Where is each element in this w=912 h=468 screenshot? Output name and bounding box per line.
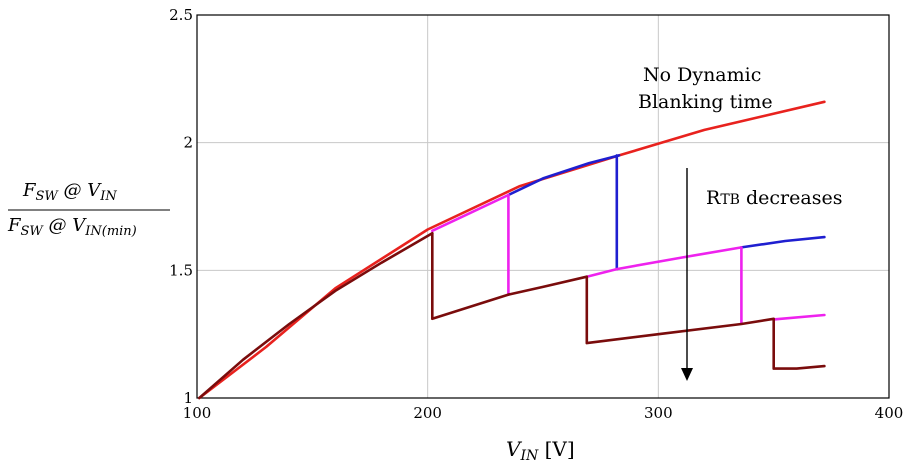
- x-tick-label: 300: [644, 404, 673, 422]
- rtb-arrow-head: [681, 368, 693, 381]
- x-tick-labels: 100 200 300 400: [183, 404, 904, 422]
- x-axis-label: VIN [V]: [506, 437, 575, 464]
- x-tick-label: 100: [183, 404, 212, 422]
- x-tick-label: 200: [413, 404, 442, 422]
- series-line-magenta: [772, 313, 826, 321]
- series-layer: [198, 100, 826, 400]
- y-tick-label: 1: [183, 389, 193, 407]
- y-tick-label: 2.5: [169, 6, 193, 24]
- series-line-magenta: [430, 193, 510, 233]
- series-line-magenta: [615, 246, 743, 271]
- y-tick-label: 2: [183, 134, 193, 152]
- series-line-maroon: [430, 232, 510, 321]
- rtb-sub: TB: [720, 192, 740, 208]
- annotation-no-dynamic-line2: Blanking time: [638, 91, 773, 113]
- plot-frame: [196, 14, 890, 399]
- y-label-denominator: FSW @ VIN(min): [7, 215, 137, 239]
- series-line-red: [198, 100, 826, 400]
- rtb-suffix: decreases: [740, 187, 843, 209]
- series-line-blue: [740, 235, 826, 249]
- x-tick-label: 400: [875, 404, 904, 422]
- y-tick-label: 1.5: [169, 261, 193, 279]
- rtb-r: R: [706, 187, 721, 209]
- series-line-maroon: [198, 232, 434, 400]
- y-label-numerator: FSW @ VIN: [22, 180, 117, 204]
- y-axis-label: FSW @ VIN FSW @ VIN(min): [7, 180, 170, 239]
- annotation-no-dynamic-line1: No Dynamic: [643, 64, 761, 86]
- series-line-blue: [507, 154, 621, 197]
- series-line-maroon: [585, 275, 826, 370]
- annotation-rtb-decreases: RTB decreases: [706, 187, 842, 209]
- series-line-maroon: [507, 275, 589, 296]
- y-tick-labels: 1 1.5 2 2.5: [169, 6, 193, 407]
- series-line-magenta: [585, 267, 619, 279]
